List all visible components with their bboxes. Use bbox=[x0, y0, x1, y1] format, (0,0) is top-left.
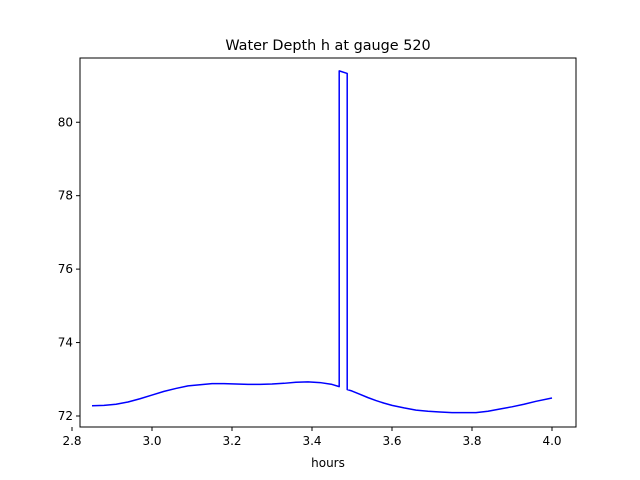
y-axis-ticks: 72 74 76 78 80 bbox=[58, 115, 80, 423]
x-axis-label: hours bbox=[311, 456, 345, 470]
y-tick-label: 72 bbox=[58, 409, 73, 423]
x-tick-label: 3.4 bbox=[302, 434, 321, 448]
x-tick-label: 3.6 bbox=[382, 434, 401, 448]
x-tick-label: 2.8 bbox=[62, 434, 81, 448]
x-axis-ticks: 2.8 3.0 3.2 3.4 3.6 3.8 4.0 bbox=[62, 427, 562, 448]
x-tick-label: 4.0 bbox=[542, 434, 561, 448]
y-tick-label: 78 bbox=[58, 189, 73, 203]
plot-area bbox=[80, 58, 576, 427]
x-tick-label: 3.8 bbox=[462, 434, 481, 448]
y-tick-label: 80 bbox=[58, 115, 73, 129]
plot-frame bbox=[79, 57, 577, 428]
series-line bbox=[91, 70, 553, 414]
series-layer bbox=[91, 70, 553, 414]
y-tick-label: 76 bbox=[58, 262, 73, 276]
chart-title: Water Depth h at gauge 520 bbox=[225, 38, 430, 54]
x-tick-label: 3.2 bbox=[222, 434, 241, 448]
x-tick-label: 3.0 bbox=[142, 434, 161, 448]
y-tick-label: 74 bbox=[58, 336, 73, 350]
